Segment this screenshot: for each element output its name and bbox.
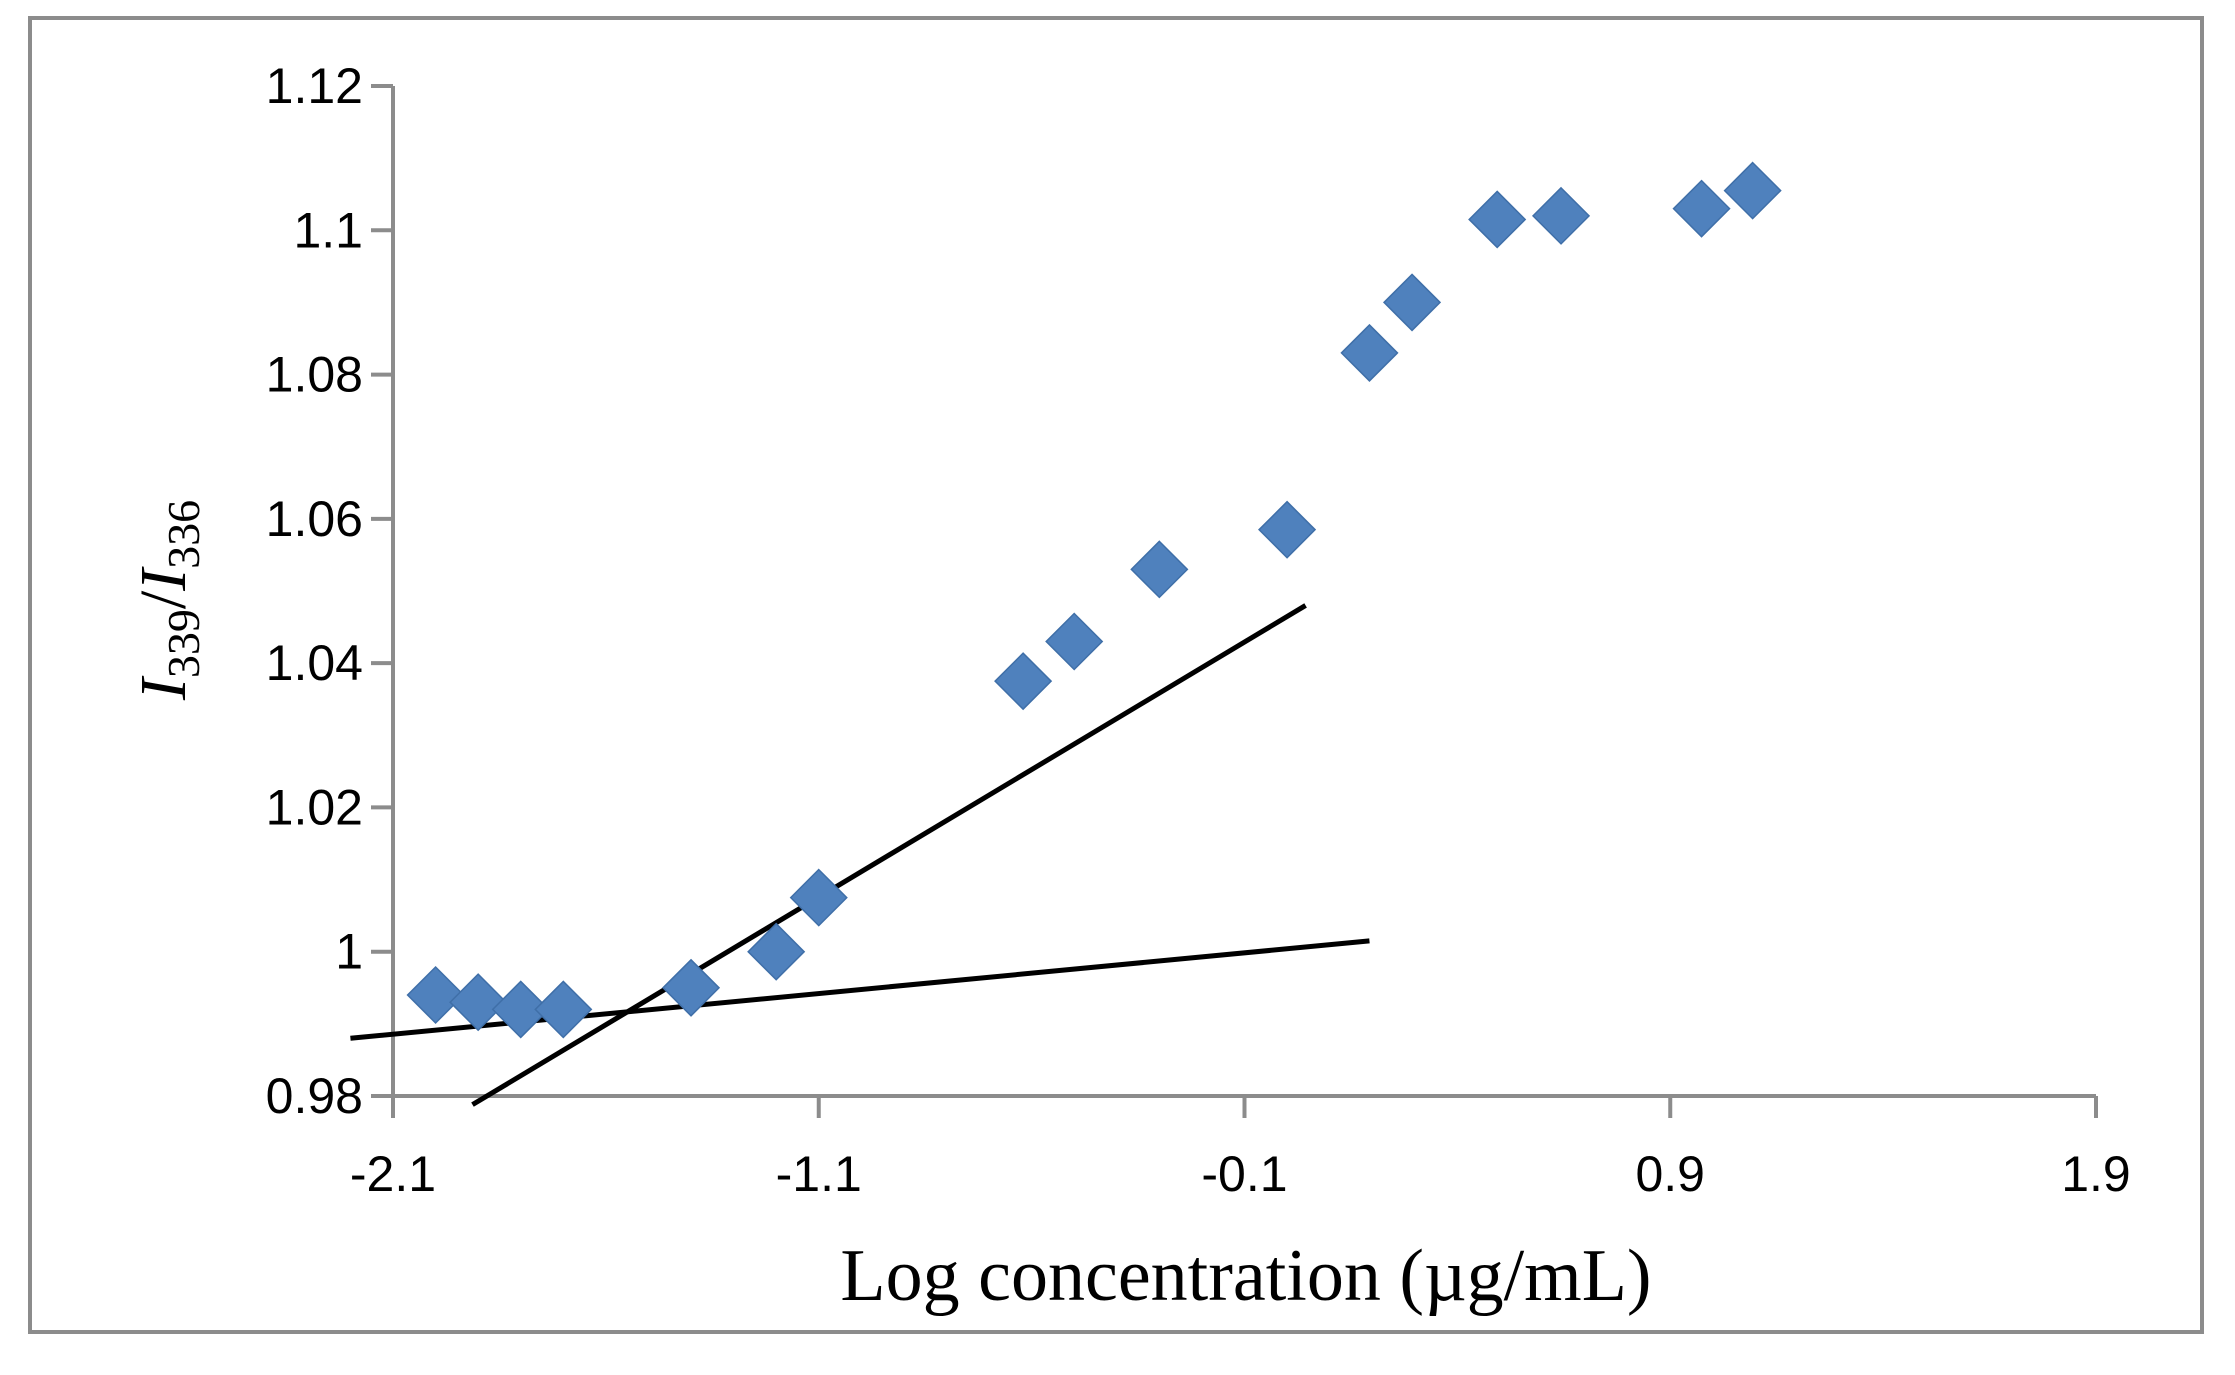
baseline-fit-line bbox=[350, 938, 1370, 1041]
data-point-diamond bbox=[491, 980, 550, 1039]
y-label-var2: I bbox=[127, 566, 200, 592]
transition-fit-line bbox=[471, 603, 1307, 1107]
data-point-diamond bbox=[1723, 161, 1782, 220]
y-tick-label: 1.08 bbox=[266, 347, 363, 403]
data-point-diamond bbox=[1672, 179, 1731, 238]
data-point-diamond bbox=[534, 980, 593, 1039]
y-tick-label: 1.12 bbox=[266, 58, 363, 114]
data-point-diamond bbox=[449, 973, 508, 1032]
data-point-diamond bbox=[1531, 186, 1591, 245]
data-point-diamond bbox=[789, 868, 848, 927]
data-point-diamond bbox=[406, 965, 465, 1025]
y-tick-label: 1.06 bbox=[266, 491, 363, 547]
y-label-sub1: 339 bbox=[158, 609, 209, 678]
data-points bbox=[406, 161, 1782, 1039]
x-tick-label: -1.1 bbox=[776, 1146, 862, 1202]
x-tick-label: 1.9 bbox=[2061, 1146, 2131, 1202]
y-label-slash: / bbox=[127, 590, 200, 609]
y-label-sub2: 336 bbox=[158, 500, 209, 569]
data-point-diamond bbox=[1382, 273, 1442, 332]
y-tick-label: 1.1 bbox=[293, 202, 363, 258]
y-tick-label: 1.04 bbox=[266, 635, 363, 691]
x-tick-label: -2.1 bbox=[350, 1146, 436, 1202]
fit-lines bbox=[350, 603, 1370, 1107]
axes bbox=[391, 86, 2096, 1098]
data-point-diamond bbox=[1258, 500, 1317, 559]
y-ticks: 0.98 1 1.02 1.04 1.06 1.08 1.1 1.12 bbox=[266, 58, 393, 1124]
data-point-diamond bbox=[1340, 323, 1399, 382]
data-point-diamond bbox=[994, 652, 1053, 711]
data-point-diamond bbox=[1468, 190, 1527, 249]
y-axis-title: I339/I336 bbox=[127, 500, 209, 701]
chart-frame bbox=[28, 16, 2204, 1334]
data-point-diamond bbox=[1130, 540, 1189, 599]
x-tick-label: 0.9 bbox=[1635, 1146, 1705, 1202]
x-tick-label: -0.1 bbox=[1201, 1146, 1287, 1202]
x-ticks: -2.1 -1.1 -0.1 0.9 1.9 bbox=[350, 1096, 2131, 1202]
y-tick-label: 0.98 bbox=[266, 1068, 363, 1124]
data-point-diamond bbox=[1045, 612, 1104, 671]
x-axis-title: Log concentration (µg/mL) bbox=[840, 1235, 1651, 1317]
y-tick-label: 1 bbox=[335, 924, 363, 980]
y-label-var1: I bbox=[127, 675, 200, 701]
data-point-diamond bbox=[661, 958, 721, 1017]
y-tick-label: 1.02 bbox=[266, 779, 363, 835]
data-point-diamond bbox=[747, 922, 806, 981]
